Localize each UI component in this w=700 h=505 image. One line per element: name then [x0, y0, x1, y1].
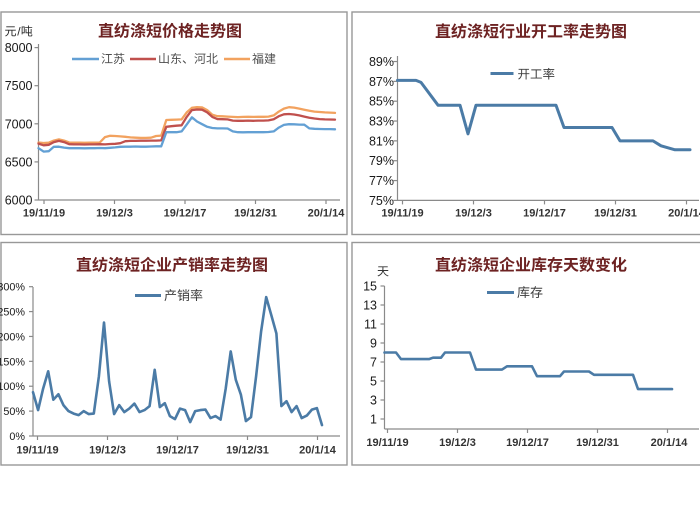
- svg-text:20/1/14: 20/1/14: [668, 208, 700, 220]
- svg-text:7500: 7500: [5, 79, 33, 93]
- svg-text:19/11/19: 19/11/19: [381, 208, 423, 220]
- svg-text:19/12/3: 19/12/3: [455, 208, 492, 220]
- svg-text:19/12/31: 19/12/31: [576, 437, 619, 449]
- svg-text:9: 9: [370, 337, 377, 351]
- svg-text:7000: 7000: [5, 117, 33, 131]
- svg-text:19/12/17: 19/12/17: [156, 445, 199, 457]
- svg-text:8000: 8000: [5, 41, 33, 55]
- svg-text:85%: 85%: [369, 95, 394, 109]
- svg-text:11: 11: [364, 318, 377, 332]
- svg-text:19/12/17: 19/12/17: [506, 437, 549, 449]
- svg-text:150%: 150%: [0, 356, 25, 368]
- svg-text:13: 13: [363, 299, 377, 313]
- svg-text:20/1/14: 20/1/14: [308, 208, 346, 220]
- svg-text:300%: 300%: [0, 282, 25, 294]
- svg-text:7: 7: [370, 356, 377, 370]
- svg-text:100%: 100%: [0, 381, 25, 393]
- svg-text:6000: 6000: [5, 194, 33, 208]
- svg-text:6500: 6500: [5, 155, 33, 169]
- svg-text:19/12/17: 19/12/17: [164, 208, 207, 220]
- svg-text:79%: 79%: [369, 154, 394, 168]
- svg-text:77%: 77%: [369, 174, 394, 188]
- svg-text:19/12/17: 19/12/17: [523, 208, 566, 220]
- svg-text:81%: 81%: [369, 134, 394, 148]
- svg-text:19/11/19: 19/11/19: [16, 445, 58, 457]
- svg-text:1: 1: [370, 413, 377, 427]
- svg-text:0%: 0%: [9, 431, 25, 443]
- svg-text:19/11/19: 19/11/19: [23, 208, 65, 220]
- svg-text:19/12/31: 19/12/31: [234, 208, 277, 220]
- svg-text:/: /: [17, 25, 21, 39]
- svg-text:5: 5: [370, 375, 377, 389]
- svg-text:19/12/3: 19/12/3: [96, 208, 133, 220]
- svg-text:3: 3: [370, 394, 377, 408]
- svg-text:19/12/3: 19/12/3: [89, 445, 126, 457]
- svg-text:89%: 89%: [369, 55, 394, 69]
- svg-text:19/12/31: 19/12/31: [226, 445, 269, 457]
- svg-text:87%: 87%: [369, 75, 394, 89]
- svg-text:15: 15: [363, 280, 377, 294]
- svg-text:19/11/19: 19/11/19: [366, 437, 408, 449]
- svg-text:200%: 200%: [0, 331, 25, 343]
- svg-text:83%: 83%: [369, 115, 394, 129]
- svg-text:50%: 50%: [3, 406, 25, 418]
- svg-text:250%: 250%: [0, 307, 25, 319]
- svg-text:20/1/14: 20/1/14: [651, 437, 689, 449]
- svg-text:19/12/3: 19/12/3: [439, 437, 476, 449]
- svg-text:75%: 75%: [369, 194, 394, 208]
- svg-text:20/1/14: 20/1/14: [299, 445, 337, 457]
- svg-text:19/12/31: 19/12/31: [594, 208, 637, 220]
